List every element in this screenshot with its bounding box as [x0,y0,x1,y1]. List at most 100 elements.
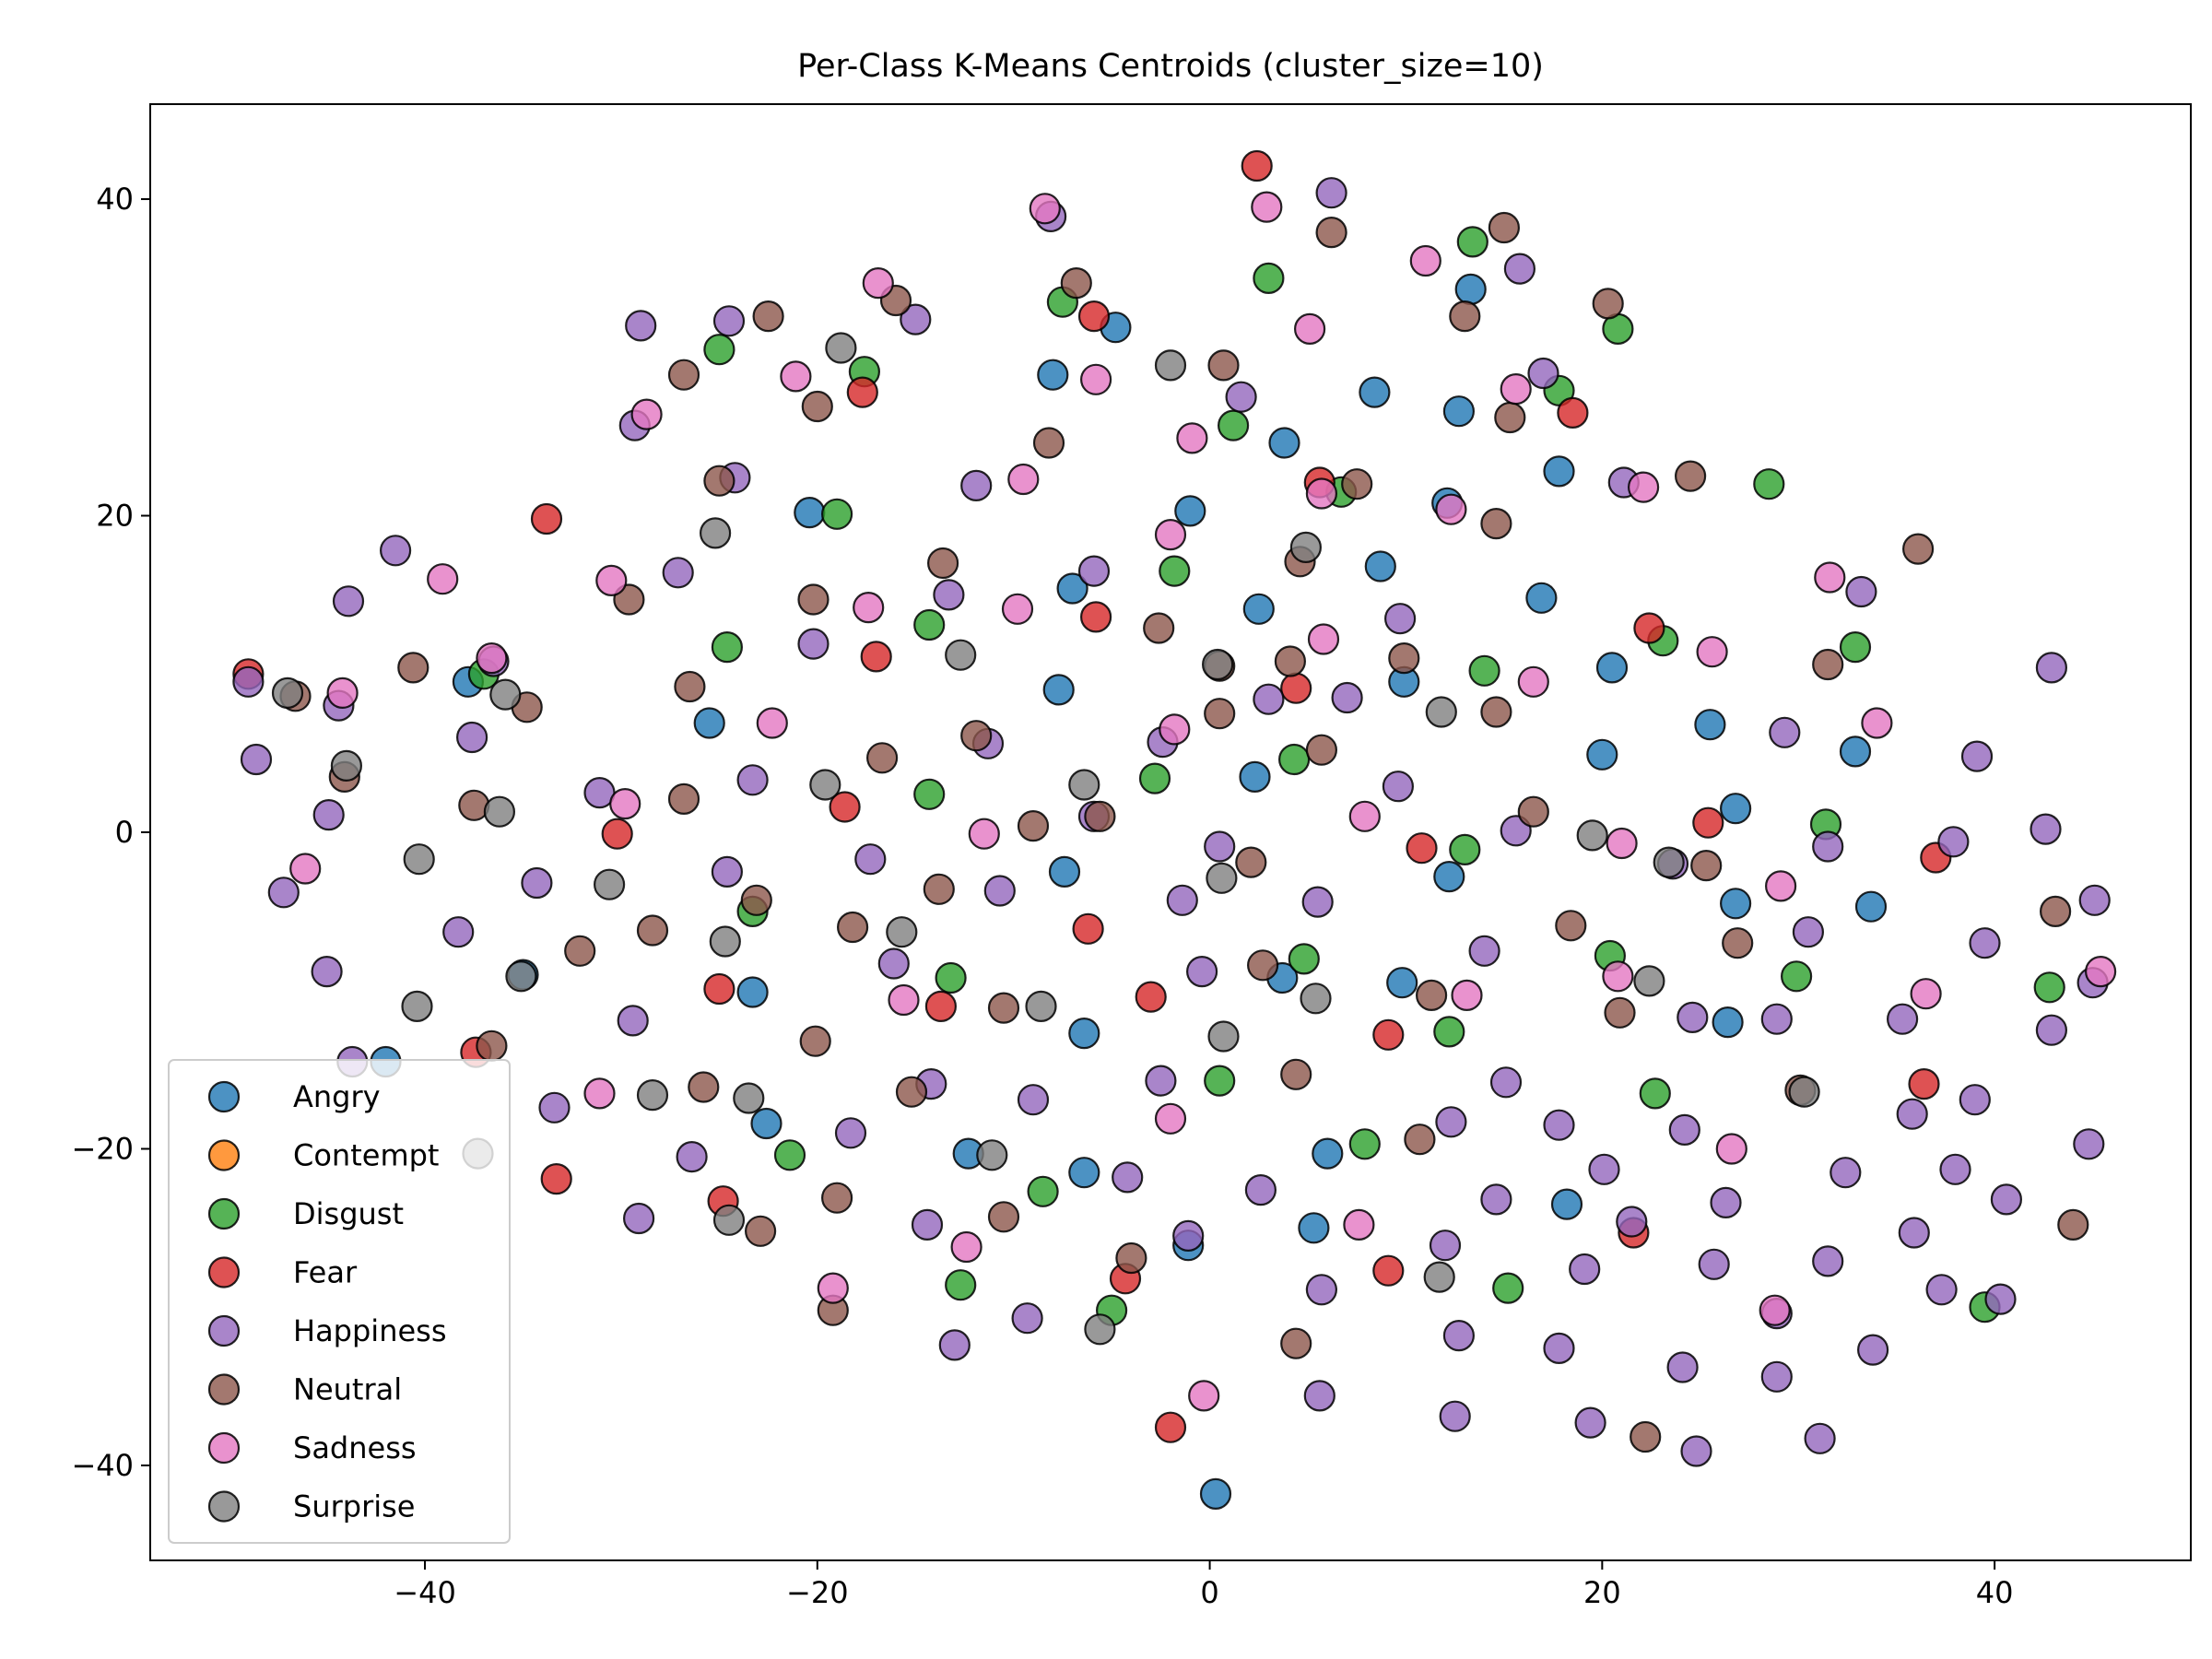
data-point-disgust [1639,1077,1671,1110]
data-point-happiness [1468,935,1500,967]
data-point-neutral [801,390,833,423]
data-point-neutral [1480,507,1512,540]
data-point-neutral [397,652,429,684]
x-tick-label: 0 [1200,1575,1218,1610]
data-point-surprise [699,517,732,549]
data-point-fear [1406,832,1438,865]
data-point-surprise [825,332,857,364]
data-point-neutral [564,935,596,967]
data-point-happiness [1969,927,2001,959]
data-point-angry [1312,1137,1344,1170]
data-point-surprise [271,677,304,710]
data-point-happiness [232,665,265,698]
data-point-neutral [1674,460,1707,492]
x-tick-label: 40 [1976,1575,2014,1610]
data-point-surprise [1289,531,1323,564]
x-tick-label: −20 [786,1575,849,1610]
data-point-sadness [326,677,359,710]
data-point-neutral [1404,1124,1436,1156]
data-point-happiness [911,1208,944,1241]
legend-label: Fear [293,1255,358,1290]
data-point-angry [1242,593,1275,625]
data-point-happiness [1172,1219,1205,1253]
data-point-happiness [1574,1406,1606,1439]
data-point-disgust [1277,743,1311,776]
data-point-surprise [1633,965,1665,997]
data-point-sadness [476,641,508,675]
data-point-angry [1586,738,1618,771]
data-point-surprise [1025,990,1057,1023]
data-point-happiness [1887,1003,1919,1035]
data-point-angry [1694,709,1726,741]
data-point-happiness [2073,1128,2105,1160]
data-point-happiness [877,947,910,980]
data-point-happiness [1698,1248,1730,1280]
data-point-surprise [1653,846,1685,878]
legend-label: Surprise [293,1489,415,1524]
data-point-neutral [1494,401,1526,434]
data-point-neutral [2057,1208,2089,1241]
data-point-neutral [960,720,993,752]
data-point-neutral [1722,927,1754,959]
data-point-disgust [1027,1175,1059,1207]
legend-marker-disgust [207,1197,241,1230]
data-point-neutral [1388,641,1420,675]
data-point-surprise [403,843,435,876]
data-point-fear [1154,1411,1187,1443]
legend-box [168,1059,511,1544]
data-point-neutral [1449,300,1481,333]
data-point-sadness [1293,312,1326,345]
data-point-neutral [987,1201,1020,1233]
data-point-neutral [1592,288,1624,320]
data-point-surprise [1154,349,1187,382]
data-point-happiness [1896,1098,1928,1130]
data-point-happiness [983,875,1016,907]
data-point-angry [1712,1006,1744,1039]
data-point-angry [1525,582,1558,614]
data-point-angry [1854,890,1888,923]
data-point-happiness [442,916,475,948]
data-point-surprise [1207,1020,1240,1053]
data-point-happiness [1939,1153,1971,1185]
data-point-surprise [1068,769,1100,801]
data-point-happiness [1680,1435,1712,1467]
data-point-surprise [1084,1313,1116,1346]
data-point-happiness [900,303,932,335]
data-point-angry [736,976,769,1008]
data-point-angry [1268,427,1300,459]
data-point-neutral [476,1030,508,1062]
data-point-happiness [1429,1230,1462,1262]
data-point-fear [1135,981,1167,1013]
chart-title: Per-Class K-Means Centroids (cluster_siz… [797,48,1544,85]
data-point-neutral [636,914,669,947]
data-point-disgust [1288,943,1320,975]
data-point-surprise [505,960,537,993]
data-point-happiness [1017,1084,1050,1116]
data-point-disgust [1159,555,1191,587]
data-point-happiness [1442,1319,1476,1352]
data-point-happiness [1077,555,1111,587]
data-point-happiness [1666,1351,1699,1383]
data-point-neutral [1488,211,1521,244]
data-point-happiness [1527,357,1559,390]
data-point-happiness [1804,1422,1836,1454]
y-tick-label: 0 [115,815,134,850]
data-point-happiness [1990,1183,2022,1216]
data-point-disgust [1204,1065,1236,1097]
data-point-fear [540,1162,572,1195]
data-point-angry [1543,455,1575,488]
data-point-happiness [1588,1153,1620,1185]
data-point-sadness [1176,422,1208,454]
legend-label: Sadness [293,1430,417,1465]
data-point-happiness [1112,1161,1144,1194]
data-point-sadness [862,267,894,300]
data-point-sadness [1435,493,1467,525]
data-point-sadness [1861,707,1893,739]
data-point-fear [1280,672,1312,704]
data-point-happiness [797,628,830,660]
data-points [232,149,2117,1511]
data-point-happiness [1166,884,1198,916]
data-point-disgust [1753,468,1785,500]
data-point-neutral [1517,795,1549,828]
y-tick-label: −40 [71,1448,134,1483]
